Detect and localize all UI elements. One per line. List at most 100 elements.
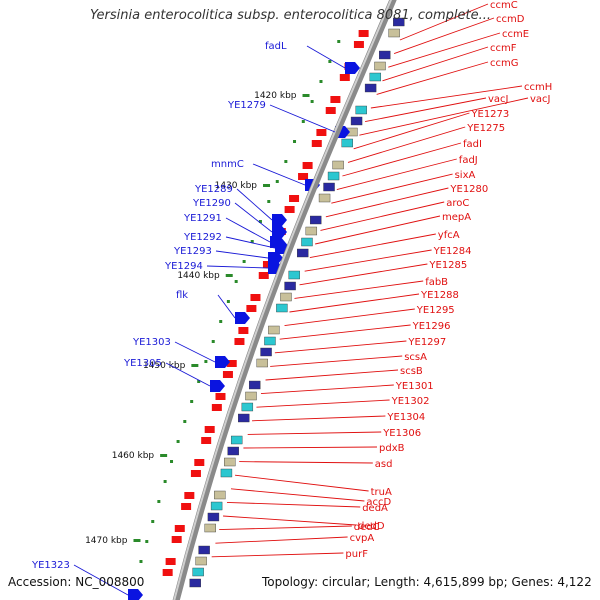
reverse-gene-label[interactable]: mepA (442, 212, 471, 223)
forward-gene-label[interactable]: YE1289 (194, 184, 233, 195)
reverse-leader-line (243, 446, 378, 449)
forward-gene-label[interactable]: flk (176, 290, 188, 301)
reverse-gene-label[interactable]: dedD (358, 521, 385, 532)
reverse-gene-label[interactable]: fadI (463, 139, 482, 150)
feature-block (296, 248, 309, 258)
reverse-gene-label[interactable]: YE1304 (386, 412, 425, 423)
reverse-leader-line (393, 17, 495, 55)
reverse-leader-line (331, 173, 453, 204)
tick-dot (234, 280, 238, 283)
reverse-gene-label[interactable]: vacJ (530, 94, 551, 105)
forward-leader-line (252, 163, 306, 186)
tick-dot (337, 40, 341, 43)
forward-gene-label[interactable]: YE1305 (123, 358, 162, 369)
forward-gene-label[interactable]: YE1294 (164, 261, 203, 272)
forward-gene-label[interactable]: fadL (265, 41, 287, 52)
forward-leader-line (206, 265, 269, 269)
forward-gene-label[interactable]: YE1303 (132, 337, 171, 348)
tick-label: 1420 kbp (254, 91, 297, 101)
reverse-gene-label[interactable]: sixA (455, 170, 476, 181)
feature-block (323, 182, 335, 192)
feature-block (204, 523, 216, 533)
reverse-cds (184, 492, 195, 499)
forward-cds-arrow (272, 214, 287, 226)
reverse-gene-label[interactable]: scsA (404, 352, 427, 363)
feature-block (189, 578, 201, 588)
reverse-gene-label[interactable]: YE1284 (433, 246, 472, 257)
reverse-leader-line (284, 308, 415, 327)
reverse-gene-label[interactable]: YE1296 (412, 321, 451, 332)
reverse-gene-label[interactable]: ccmH (524, 82, 552, 93)
reverse-gene-label[interactable]: YE1273 (470, 109, 509, 120)
reverse-gene-label[interactable]: YE1306 (382, 428, 421, 439)
reverse-gene-label[interactable]: ccmC (490, 0, 518, 11)
reverse-leader-line (359, 97, 529, 136)
reverse-gene-label[interactable]: fabB (425, 277, 448, 288)
forward-gene-label[interactable]: YE1291 (183, 213, 222, 224)
reverse-cds (262, 261, 273, 268)
reverse-gene-label[interactable]: asd (375, 459, 393, 470)
reverse-gene-label[interactable]: YE1288 (420, 290, 459, 301)
topology-label: Topology: (262, 575, 319, 589)
reverse-gene-label[interactable]: scsB (400, 366, 423, 377)
forward-leader-line (225, 236, 276, 249)
reverse-cds (250, 294, 261, 301)
forward-gene-label[interactable]: mnmC (211, 159, 244, 170)
reverse-gene-label[interactable]: vacJ (488, 94, 509, 105)
feature-block (318, 193, 331, 203)
reverse-leader-line (274, 340, 407, 354)
reverse-gene-label[interactable]: aroC (446, 198, 469, 209)
reverse-gene-label[interactable]: dedC (354, 522, 380, 533)
reverse-gene-label[interactable]: ccmF (490, 43, 517, 54)
feature-block (369, 72, 382, 82)
reverse-leader-line (353, 112, 470, 150)
feature-block (230, 435, 243, 445)
reverse-gene-label[interactable]: YE1275 (466, 123, 505, 134)
forward-cds-arrow (345, 62, 360, 74)
genes-value: 4,122 (557, 575, 592, 589)
tick-dot (258, 220, 262, 223)
reverse-gene-label[interactable]: cvpA (350, 533, 375, 544)
reverse-leader-line (325, 187, 449, 218)
reverse-gene-label[interactable]: YE1302 (391, 396, 430, 407)
reverse-gene-label[interactable]: ccmE (502, 29, 529, 40)
reverse-cds (201, 437, 212, 444)
reverse-cds (194, 459, 205, 466)
reverse-gene-label[interactable]: YE1285 (428, 260, 467, 271)
reverse-leader-line (399, 3, 489, 41)
reverse-gene-label[interactable]: fadJ (459, 155, 478, 166)
forward-gene-label[interactable]: YE1290 (192, 198, 231, 209)
reverse-gene-label[interactable]: accD (366, 497, 391, 508)
forward-gene-label[interactable]: YE1292 (183, 232, 222, 243)
reverse-gene-label[interactable]: truA (371, 487, 392, 498)
reverse-gene-label[interactable]: ccmG (490, 58, 519, 69)
forward-gene-label[interactable]: YE1279 (227, 100, 266, 111)
reverse-gene-label[interactable]: ccmD (496, 14, 525, 25)
reverse-leader-line (342, 142, 462, 177)
tick-dot (284, 160, 288, 163)
reverse-gene-label[interactable]: YE1295 (416, 305, 455, 316)
tick-dot (250, 240, 254, 243)
forward-gene-label[interactable]: YE1293 (173, 246, 212, 257)
reverse-cds (234, 338, 245, 345)
feature-block (327, 171, 340, 181)
reverse-gene-label[interactable]: YE1301 (395, 381, 434, 392)
tick-dot (211, 340, 215, 343)
major-tick (263, 184, 271, 187)
reverse-gene-label[interactable]: purF (345, 549, 368, 560)
feature-block (256, 358, 268, 368)
reverse-leader-line (260, 384, 394, 395)
tick-dot (226, 300, 230, 303)
reverse-leader-line (388, 32, 501, 68)
forward-gene-label[interactable]: YE1323 (31, 560, 70, 571)
reverse-gene-label[interactable]: dedA (362, 503, 388, 514)
reverse-gene-label[interactable]: yfcA (438, 230, 460, 241)
reverse-leader-line (289, 293, 420, 313)
reverse-cds (174, 525, 185, 532)
reverse-gene-label[interactable]: YE1280 (449, 184, 488, 195)
reverse-gene-label[interactable]: YE1297 (407, 337, 446, 348)
reverse-gene-label[interactable]: pdxB (379, 443, 405, 454)
feature-block (227, 446, 239, 456)
